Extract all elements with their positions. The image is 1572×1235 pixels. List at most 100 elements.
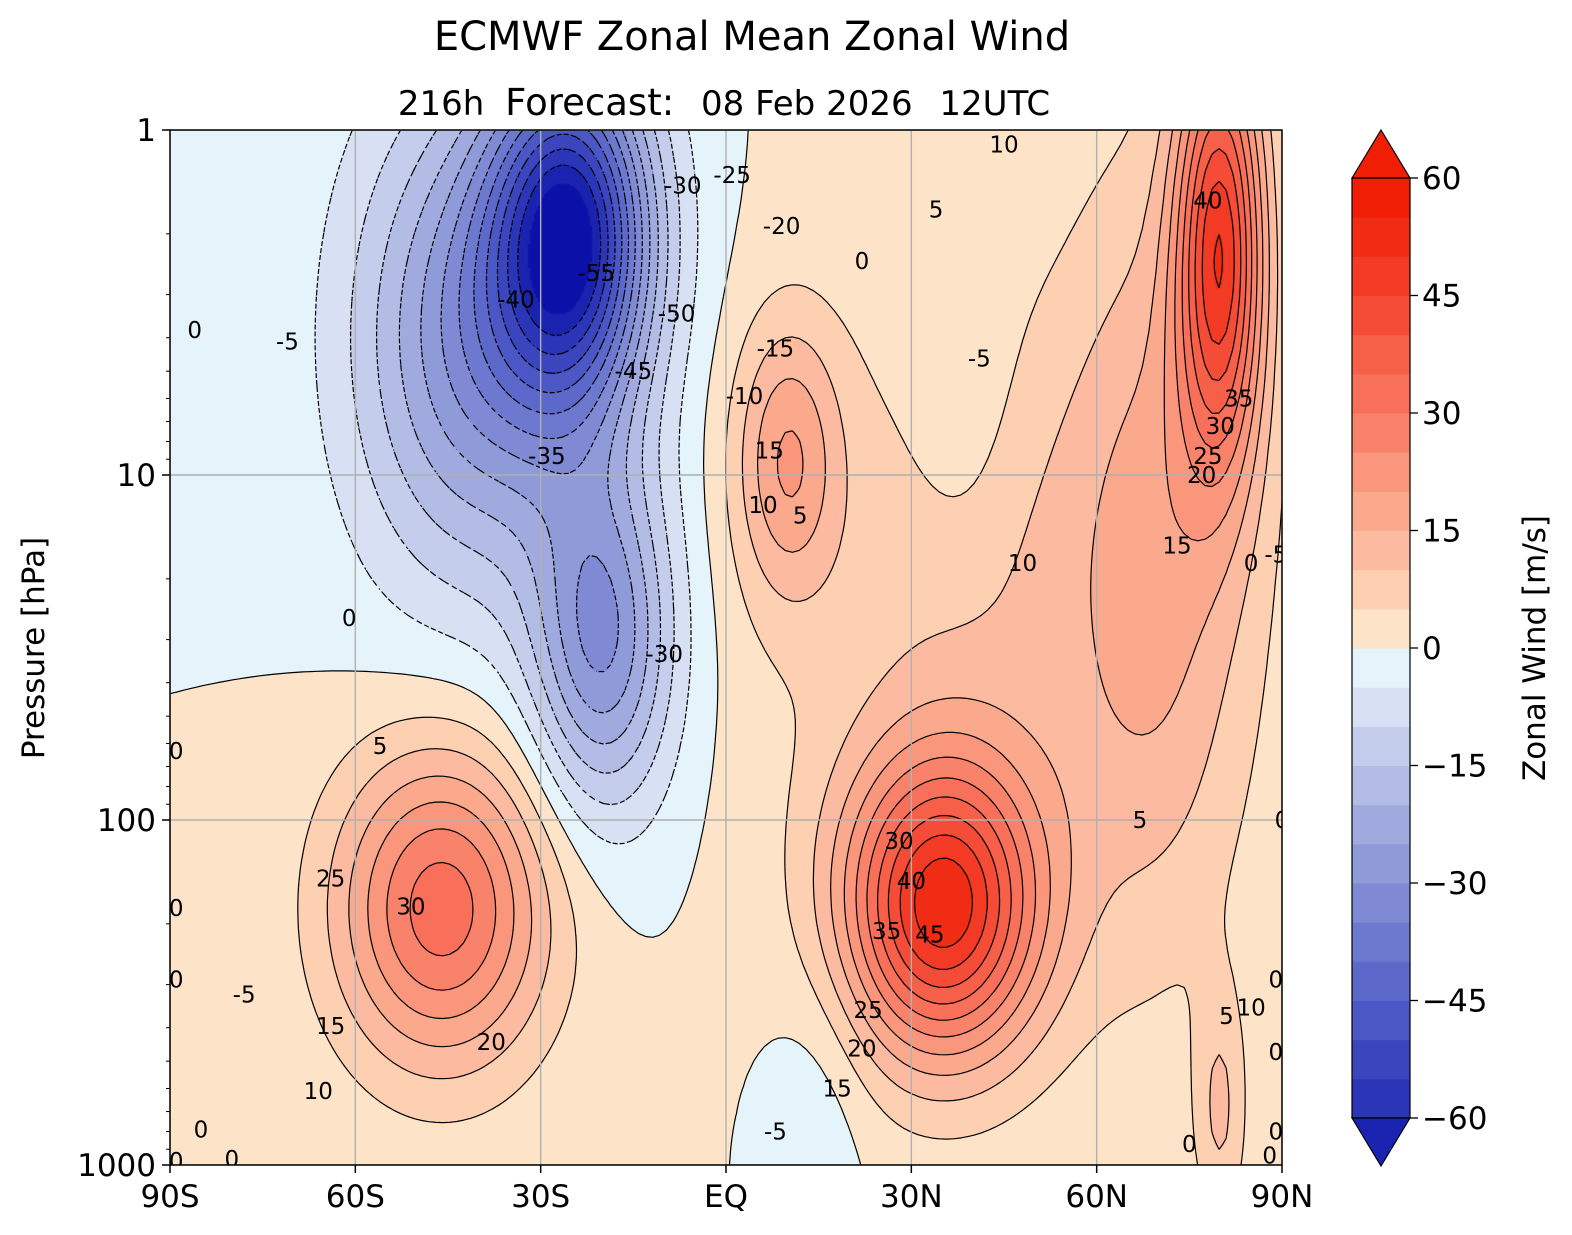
contour-label: -25 <box>713 163 751 189</box>
colorbar-swatch <box>1352 804 1410 845</box>
colorbar-swatch <box>1352 608 1410 649</box>
colorbar-swatch <box>1352 256 1410 296</box>
x-tick-label: 60S <box>326 1179 385 1215</box>
colorbar: 60 45 30 15 0 −15 −30 −45 −60 <box>1350 128 1487 1168</box>
colorbar-swatch <box>1352 530 1410 571</box>
y-axis: 1 10 100 1000 <box>77 113 170 1184</box>
contour-line <box>409 130 1253 1021</box>
colorbar-swatch <box>1352 373 1410 414</box>
contour-label: -5 <box>276 329 299 355</box>
contour-line <box>887 148 1242 988</box>
x-tick-label: EQ <box>704 1179 748 1215</box>
contour-label: 10 <box>304 1079 333 1105</box>
contour-label: -45 <box>615 359 653 385</box>
contour-label: -5 <box>764 1120 787 1146</box>
contour-label: 0 <box>1244 551 1259 577</box>
contour-label: 20 <box>1187 463 1216 489</box>
contour-label: 0 <box>1182 1132 1197 1158</box>
contour-label: 45 <box>915 923 944 949</box>
contour-label: 35 <box>872 919 901 945</box>
contour-line <box>496 133 616 374</box>
chart-title: ECMWF Zonal Mean Zonal Wind <box>434 14 1070 60</box>
contour-label: 15 <box>316 1014 345 1040</box>
contour-label: 20 <box>847 1037 876 1063</box>
contour-label: -20 <box>763 214 801 240</box>
colorbar-swatch <box>1352 413 1410 453</box>
contour-label: -5 <box>233 982 256 1008</box>
contour-line <box>420 130 651 714</box>
contour-line <box>350 130 681 806</box>
colorbar-extend-top <box>1350 128 1412 179</box>
colorbar-tick-label: 0 <box>1422 631 1442 667</box>
contour-line <box>376 130 669 774</box>
contour-label: 40 <box>1193 188 1222 214</box>
y-tick-label: 10 <box>117 458 156 494</box>
contour-label: -35 <box>528 444 566 470</box>
contour-lines <box>170 130 1282 1165</box>
contour-label: -5 <box>1264 543 1287 569</box>
contour-label: 30 <box>396 894 425 920</box>
y-tick-label: 100 <box>97 803 156 839</box>
subtitle-lead: 216h <box>398 84 484 124</box>
contour-line <box>440 130 643 673</box>
contour-label: 10 <box>748 493 777 519</box>
contour-line <box>398 130 659 745</box>
contour-label: 0 <box>1262 1144 1277 1170</box>
contour-label: 5 <box>1133 808 1148 834</box>
contour-label: 25 <box>853 998 882 1024</box>
contour-label: 0 <box>855 249 870 275</box>
contour-label: 25 <box>316 867 345 893</box>
colorbar-tick-label: −60 <box>1422 1101 1487 1137</box>
y-tick-label: 1000 <box>77 1148 156 1184</box>
colorbar-swatch <box>1352 491 1410 531</box>
contour-line <box>348 130 1270 1076</box>
y-tick-label: 1 <box>136 113 156 149</box>
colorbar-swatch <box>1352 843 1410 884</box>
colorbar-swatch <box>1352 765 1410 806</box>
contour-label: 0 <box>1269 1040 1284 1066</box>
contour-line <box>314 130 699 845</box>
contour-label: 0 <box>224 1147 239 1173</box>
colorbar-label: Zonal Wind [m/s] <box>1517 515 1553 781</box>
contour-label: 0 <box>1269 968 1284 994</box>
contour-line <box>485 130 623 394</box>
colorbar-swatch <box>1352 178 1410 218</box>
contour-label: 0 <box>187 318 202 344</box>
contour-label: -55 <box>577 261 615 287</box>
colorbar-swatch <box>1352 726 1410 766</box>
colorbar-tick-label: −30 <box>1422 866 1487 902</box>
x-tick-label: 60N <box>1065 1179 1128 1215</box>
contour-label: 5 <box>1219 1004 1234 1030</box>
contour-label: -30 <box>664 174 702 200</box>
grid-lines <box>170 130 1282 1165</box>
contour-line <box>507 148 609 356</box>
colorbar-swatch <box>1352 295 1410 336</box>
colorbar-tick-label: 30 <box>1422 396 1461 432</box>
contour-label: 10 <box>989 132 1018 158</box>
colorbar-extend-bottom <box>1350 1117 1412 1168</box>
contour-line <box>877 130 1247 1005</box>
contour-label: 0 <box>1269 1120 1284 1146</box>
contour-label: 5 <box>373 734 388 760</box>
contour-label: -15 <box>757 337 795 363</box>
colorbar-swatch <box>1352 687 1410 727</box>
contour-label: 0 <box>169 896 184 922</box>
contour-line <box>326 130 1279 1150</box>
subtitle-date: 08 Feb 2026 <box>701 84 913 124</box>
colorbar-tick-label: 60 <box>1422 161 1461 197</box>
colorbar-swatch <box>1352 1000 1410 1041</box>
contour-label: 10 <box>1236 996 1265 1022</box>
contour-label: 35 <box>1224 386 1253 412</box>
contour-label: 0 <box>169 968 184 994</box>
colorbar-tick-label: 15 <box>1422 514 1461 550</box>
colorbar-tick-label: −45 <box>1422 984 1487 1020</box>
contour-label: 30 <box>884 829 913 855</box>
contour-label: 15 <box>755 439 784 465</box>
x-axis: 90S 60S 30S EQ 30N 60N 90N <box>140 1165 1313 1215</box>
colorbar-swatch <box>1352 217 1410 257</box>
contour-label: -50 <box>658 301 696 327</box>
contour-label: 15 <box>1162 533 1191 559</box>
contour-label: 0 <box>1275 808 1290 834</box>
